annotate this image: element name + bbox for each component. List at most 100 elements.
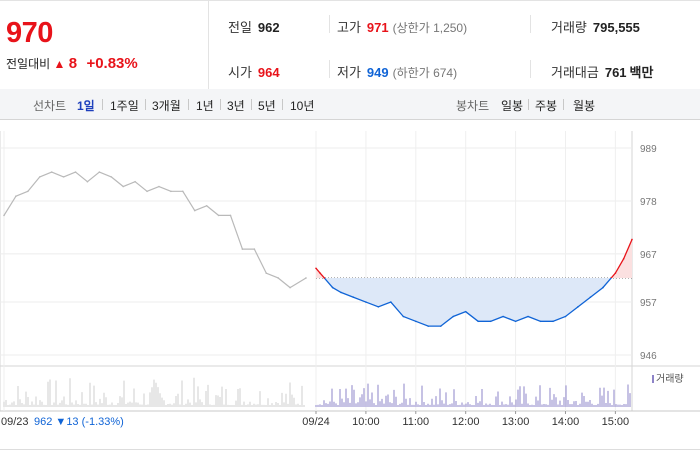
prev-day-point	[193, 209, 196, 212]
today-point	[489, 320, 492, 323]
prev-day-point	[62, 176, 65, 178]
prev-day-point	[146, 190, 148, 193]
prev-day-point	[98, 171, 101, 173]
tab-monthly-candle[interactable]: 월봉	[573, 99, 596, 113]
prev-day-point	[134, 180, 136, 183]
today-point	[622, 257, 625, 260]
y-tick-label: 946	[640, 351, 657, 362]
today-point	[365, 301, 367, 303]
up-arrow-icon: ▲	[53, 57, 66, 71]
today-point	[631, 238, 633, 241]
trade-amount: 거래대금 761 백만	[551, 65, 654, 80]
prev-day-label: 09/23	[1, 416, 29, 428]
today-point	[527, 315, 529, 318]
chart-period-tabs: 선차트 1일 1주일 3개월 1년 3년 5년 10년 봉차트 일봉 주봉 월봉	[0, 89, 700, 120]
today-point	[577, 306, 579, 308]
below-ref-area	[316, 277, 632, 327]
prev-day-point	[15, 195, 17, 197]
x-tick-label: 14:00	[552, 416, 580, 428]
prev-day-point	[170, 190, 172, 193]
intraday-chart: 989 978 967 957 946 거래량 09/24 10:00 11:00 12:00…	[0, 131, 700, 428]
today-point	[452, 315, 455, 318]
prev-day-point	[3, 214, 5, 217]
today-point	[539, 320, 542, 323]
volume-legend-swatch	[652, 375, 654, 383]
prev-day-point	[253, 248, 256, 250]
tab-3month[interactable]: 3개월	[152, 99, 181, 113]
today-point	[477, 320, 479, 323]
prev-day-point	[110, 176, 113, 178]
today-point	[602, 286, 604, 289]
today-point	[390, 301, 392, 303]
change-value: 8	[68, 55, 78, 72]
prev-day-point	[265, 272, 268, 274]
today-point	[402, 315, 405, 318]
prev-day-series-line	[3, 171, 307, 289]
change-percent: +0.83%	[86, 55, 138, 72]
today-point	[377, 306, 380, 308]
tab-1week[interactable]: 1주일	[110, 99, 139, 113]
prev-day-point	[122, 185, 125, 188]
prev-close: 전일 962	[228, 20, 280, 35]
prev-day-summary: 962 ▼13 (-1.33%)	[34, 416, 124, 428]
prev-day-point	[241, 248, 244, 250]
x-tick-label: 11:00	[402, 416, 429, 428]
tab-1day[interactable]: 1일	[77, 99, 95, 113]
tab-weekly-candle[interactable]: 주봉	[535, 99, 558, 113]
y-tick-label: 957	[640, 298, 657, 309]
today-point	[319, 272, 321, 274]
today-point	[340, 291, 342, 294]
x-tick-label: 10:00	[352, 416, 380, 428]
today-point	[414, 320, 417, 323]
current-price: 970	[6, 17, 53, 49]
x-tick-label: 15:00	[602, 416, 630, 428]
prev-day-point	[182, 190, 184, 193]
x-tick-label: 12:00	[452, 416, 480, 428]
y-tick-label: 989	[640, 144, 657, 155]
change-label: 전일대비	[6, 57, 51, 71]
prev-day-point	[27, 190, 29, 193]
today-point	[589, 296, 592, 299]
today-point	[564, 315, 567, 318]
prev-day-point	[74, 171, 77, 173]
prev-day-point	[305, 277, 307, 279]
x-tick-label: 09/24	[302, 416, 330, 428]
day-low: 저가 949 (하한가 674)	[337, 65, 458, 80]
quote-header: 970 전일대비 ▲ 8 +0.83% 전일 962 고가 971 (상한가 1,25…	[0, 0, 700, 90]
prev-day-point	[289, 286, 291, 289]
tab-5year[interactable]: 5년	[258, 99, 276, 113]
volume: 거래량 795,555	[551, 20, 640, 35]
today-point	[323, 277, 326, 279]
prev-day-point	[38, 176, 41, 178]
y-tick-label: 978	[640, 197, 657, 208]
today-point	[352, 296, 355, 299]
today-point	[464, 310, 467, 313]
prev-day-point	[277, 277, 279, 279]
today-point	[439, 325, 442, 327]
tab-1year[interactable]: 1년	[196, 99, 214, 113]
today-point	[502, 315, 504, 318]
tab-3year[interactable]: 3년	[227, 99, 245, 113]
prev-day-point	[158, 185, 160, 188]
change-line: 전일대비 ▲ 8 +0.83%	[6, 55, 138, 72]
price-box: 970 전일대비 ▲ 8 +0.83%	[0, 1, 209, 89]
x-tick-label: 13:00	[502, 416, 530, 428]
today-point	[552, 320, 554, 323]
volume-legend: 거래량	[656, 373, 684, 385]
y-tick-label: 967	[640, 250, 657, 261]
prev-day-point	[205, 204, 208, 207]
today-point	[315, 267, 317, 270]
prev-day-point	[50, 171, 53, 173]
open-price: 시가 964	[228, 65, 280, 80]
today-point	[614, 272, 617, 274]
tab-10year[interactable]: 10년	[290, 99, 315, 113]
today-point	[427, 325, 430, 327]
today-point	[331, 286, 334, 289]
line-chart-label: 선차트	[33, 99, 67, 113]
today-point	[514, 320, 517, 323]
tab-daily-candle[interactable]: 일봉	[501, 99, 524, 113]
day-high: 고가 971 (상한가 1,250)	[337, 20, 468, 35]
prev-day-point	[86, 180, 89, 183]
candle-chart-label: 봉차트	[456, 99, 490, 113]
prev-day-point	[229, 214, 232, 217]
